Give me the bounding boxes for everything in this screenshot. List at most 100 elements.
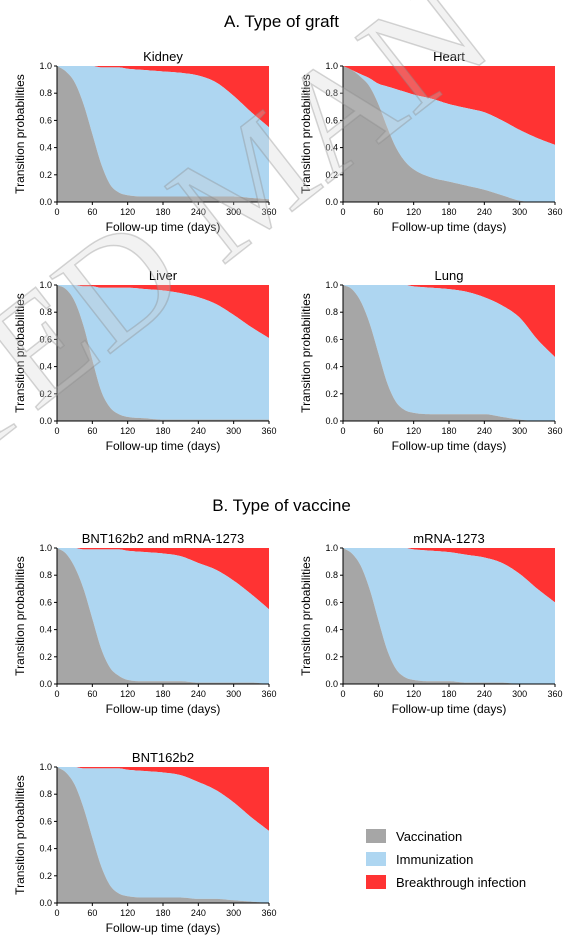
x-tick-label: 360 xyxy=(261,908,276,918)
x-tick-label: 360 xyxy=(547,426,562,436)
x-tick-label: 0 xyxy=(340,207,345,217)
y-tick-label: 0.8 xyxy=(39,570,52,580)
panel-title: mRNA-1273 xyxy=(413,531,485,546)
y-tick-label: 0.8 xyxy=(39,307,52,317)
y-tick-label: 0.4 xyxy=(325,143,338,153)
panel-title: BNT162b2 and mRNA-1273 xyxy=(82,531,245,546)
legend-swatch xyxy=(366,875,386,889)
x-tick-label: 240 xyxy=(191,207,206,217)
x-tick-label: 120 xyxy=(120,426,135,436)
x-tick-label: 0 xyxy=(54,908,59,918)
x-tick-label: 300 xyxy=(512,689,527,699)
chart-panel: 0.0 0.2 0.4 0.6 0.8 1.0 0 60 120 180 240 300 360 Hear… xyxy=(299,49,563,234)
x-axis-label: Follow-up time (days) xyxy=(106,220,221,234)
y-tick-label: 1.0 xyxy=(39,280,52,290)
series-area-immunization xyxy=(57,548,269,684)
x-tick-label: 0 xyxy=(54,689,59,699)
x-tick-label: 240 xyxy=(191,426,206,436)
y-tick-label: 0.6 xyxy=(39,334,52,344)
y-tick-label: 1.0 xyxy=(39,543,52,553)
x-tick-label: 180 xyxy=(155,207,170,217)
y-tick-label: 0.6 xyxy=(325,597,338,607)
y-tick-label: 1.0 xyxy=(39,61,52,71)
legend-label: Breakthrough infection xyxy=(396,875,526,890)
series-area-vaccination xyxy=(57,767,269,903)
x-tick-label: 300 xyxy=(226,689,241,699)
y-tick-label: 0.6 xyxy=(39,597,52,607)
y-tick-label: 0.2 xyxy=(39,652,52,662)
series-area-immunization xyxy=(343,66,555,202)
series-area-immunization xyxy=(57,767,269,903)
x-tick-label: 60 xyxy=(373,207,383,217)
y-tick-label: 0.0 xyxy=(325,197,338,207)
panel-title: Lung xyxy=(435,268,464,283)
section-b-title: B. Type of vaccine xyxy=(212,496,351,515)
x-tick-label: 0 xyxy=(340,426,345,436)
x-tick-label: 360 xyxy=(261,426,276,436)
y-tick-label: 0.2 xyxy=(325,652,338,662)
y-tick-label: 0.2 xyxy=(39,170,52,180)
series-area-vaccination xyxy=(57,548,269,684)
x-tick-label: 180 xyxy=(441,207,456,217)
x-tick-label: 120 xyxy=(406,689,421,699)
x-tick-label: 120 xyxy=(120,207,135,217)
x-tick-label: 240 xyxy=(477,426,492,436)
legend-swatch xyxy=(366,852,386,866)
y-tick-label: 1.0 xyxy=(39,762,52,772)
y-tick-label: 0.4 xyxy=(39,362,52,372)
y-tick-label: 0.4 xyxy=(39,625,52,635)
y-tick-label: 0.8 xyxy=(325,307,338,317)
series-area-immunization xyxy=(343,285,555,421)
series-area-vaccination xyxy=(343,285,555,421)
series-area-immunization xyxy=(57,66,269,200)
chart-panel: 0.0 0.2 0.4 0.6 0.8 1.0 0 60 120 180 240 300 360 BNT1… xyxy=(13,750,277,935)
x-axis-label: Follow-up time (days) xyxy=(106,439,221,453)
chart-panel: 0.0 0.2 0.4 0.6 0.8 1.0 0 60 120 180 240 300 360 Kidn… xyxy=(13,49,277,234)
y-tick-label: 0.0 xyxy=(325,416,338,426)
x-axis-label: Follow-up time (days) xyxy=(392,220,507,234)
x-axis-label: Follow-up time (days) xyxy=(392,439,507,453)
x-tick-label: 240 xyxy=(477,207,492,217)
y-tick-label: 0.0 xyxy=(39,416,52,426)
panel-title: Kidney xyxy=(143,49,183,64)
y-tick-label: 0.4 xyxy=(39,143,52,153)
series-area-immunization xyxy=(343,548,555,684)
legend-label: Vaccination xyxy=(396,829,462,844)
panel-title: BNT162b2 xyxy=(132,750,194,765)
x-tick-label: 300 xyxy=(512,426,527,436)
x-tick-label: 360 xyxy=(261,207,276,217)
y-axis-label: Transition probabilities xyxy=(13,775,27,895)
x-tick-label: 360 xyxy=(547,689,562,699)
chart-panel: 0.0 0.2 0.4 0.6 0.8 1.0 0 60 120 180 240 300 360 mRNA… xyxy=(299,531,563,716)
chart-panel: 0.0 0.2 0.4 0.6 0.8 1.0 0 60 120 180 240 300 360 Lung… xyxy=(299,268,563,453)
series-area-vaccination xyxy=(57,66,269,202)
x-tick-label: 300 xyxy=(226,426,241,436)
y-tick-label: 0.6 xyxy=(325,115,338,125)
y-axis-label: Transition probabilities xyxy=(299,74,313,194)
y-tick-label: 0.8 xyxy=(39,789,52,799)
x-tick-label: 60 xyxy=(87,426,97,436)
y-tick-label: 0.4 xyxy=(325,625,338,635)
series-area-immunization xyxy=(57,285,269,420)
y-tick-label: 0.2 xyxy=(325,389,338,399)
legend: Vaccination Immunization Breakthrough infe… xyxy=(366,829,526,890)
y-tick-label: 0.2 xyxy=(39,389,52,399)
series-area-vaccination xyxy=(343,548,555,684)
x-tick-label: 0 xyxy=(54,426,59,436)
y-tick-label: 0.0 xyxy=(39,679,52,689)
series-area-vaccination xyxy=(57,285,269,421)
y-tick-label: 0.0 xyxy=(39,197,52,207)
x-tick-label: 300 xyxy=(512,207,527,217)
y-tick-label: 1.0 xyxy=(325,543,338,553)
x-tick-label: 360 xyxy=(547,207,562,217)
x-axis-label: Follow-up time (days) xyxy=(106,921,221,935)
x-tick-label: 120 xyxy=(406,207,421,217)
y-tick-label: 0.0 xyxy=(325,679,338,689)
y-tick-label: 1.0 xyxy=(325,61,338,71)
series-area-breakthrough xyxy=(343,548,555,603)
x-tick-label: 240 xyxy=(477,689,492,699)
y-tick-label: 0.8 xyxy=(39,88,52,98)
x-axis-label: Follow-up time (days) xyxy=(106,702,221,716)
x-tick-label: 120 xyxy=(120,689,135,699)
